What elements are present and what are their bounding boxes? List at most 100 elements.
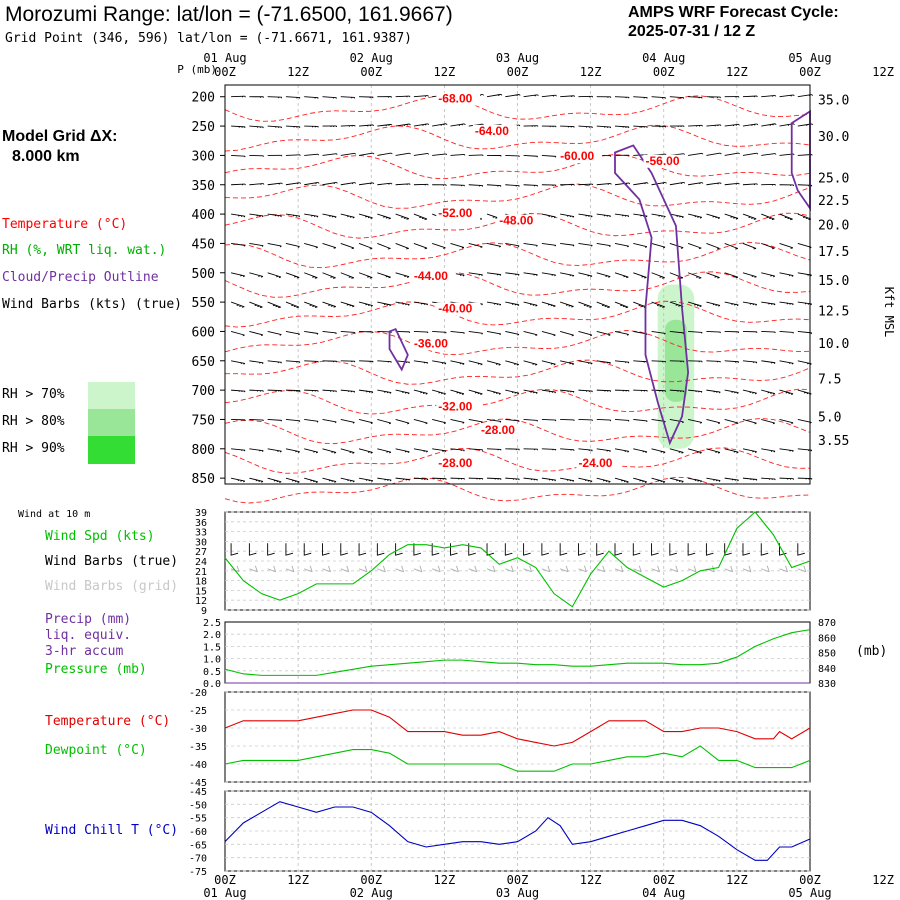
wind-barb <box>560 331 574 337</box>
wind-barb <box>523 448 539 451</box>
wind-barb <box>231 242 246 247</box>
wind-barb-grid <box>742 565 752 573</box>
wind-barb-grid <box>322 565 331 573</box>
wind-barb <box>231 95 246 98</box>
wind-barb <box>596 331 611 337</box>
wind-barb <box>779 94 795 98</box>
wind-barb <box>285 301 300 309</box>
wind-barb <box>249 360 264 365</box>
isotherm-line <box>224 271 811 298</box>
wind-barb-true <box>577 543 586 556</box>
wind-barb <box>340 272 355 279</box>
wind-barb <box>359 96 374 99</box>
wind-barb <box>614 331 629 336</box>
wind-barb <box>688 213 702 219</box>
wind-barb <box>706 448 721 454</box>
wind-barb <box>633 477 647 484</box>
wind-barb-grid <box>669 565 679 573</box>
wind-barb <box>614 154 630 157</box>
model-grid-label: Model Grid ΔX: <box>2 128 118 145</box>
wind-barb <box>761 360 776 365</box>
wind-barb <box>304 301 318 308</box>
wind-speed-label: Wind Spd (kts) <box>45 529 155 544</box>
wind-barb <box>377 213 391 220</box>
svg-text:-52.00: -52.00 <box>438 206 472 220</box>
svg-text:-48.00: -48.00 <box>499 214 533 228</box>
wind-chill-y-tick-label: -75 <box>189 867 207 878</box>
wind-barb <box>541 94 557 98</box>
wind-barb <box>614 419 630 422</box>
wind-barb <box>742 183 758 186</box>
wind-barb <box>231 125 246 129</box>
wind-barb <box>230 331 245 337</box>
wind-barb <box>230 272 245 278</box>
legend-cloud: Cloud/Precip Outline <box>2 270 159 285</box>
wind-barb <box>651 242 666 249</box>
wind-barb <box>322 96 337 99</box>
wind-barb-true <box>431 543 440 556</box>
wind-barb <box>669 125 685 128</box>
wind-barb <box>669 419 684 424</box>
wind-barb <box>596 419 612 422</box>
wind-chill-y-tick-label: -45 <box>189 787 207 798</box>
wind-barb <box>596 213 611 218</box>
wind-barb <box>706 419 721 425</box>
height-tick-label: 22.5 <box>818 194 849 209</box>
height-tick-label: 5.0 <box>818 411 841 426</box>
legend-rh: RH (%, WRT liq. wat.) <box>2 243 167 258</box>
svg-text:-60.00: -60.00 <box>560 149 594 163</box>
wind-barb <box>358 272 373 279</box>
wind-y-tick-label: 36 <box>195 518 207 529</box>
wind-barb <box>523 242 538 247</box>
wind-barb <box>687 243 702 250</box>
wind-barb <box>541 125 557 128</box>
wind-barb <box>267 419 283 422</box>
wind-barb <box>322 125 338 128</box>
precip-liq-label: liq. equiv. <box>45 628 132 643</box>
wind-barb <box>797 301 813 306</box>
wind-barb <box>614 213 630 218</box>
wind-barb <box>779 448 794 452</box>
wind-barb <box>340 448 355 454</box>
wind-barb <box>669 360 685 363</box>
top-hour-label: 12Z <box>580 65 602 79</box>
wind-barb <box>669 448 684 454</box>
wind-barb <box>578 477 593 483</box>
wind-barb <box>450 419 465 424</box>
wind-y-tick-label: 21 <box>195 567 207 578</box>
wind-barb <box>706 243 720 250</box>
bottom-date-label: 02 Aug <box>350 886 393 900</box>
height-tick-label: 17.5 <box>818 245 849 260</box>
pressure-axis-label: P (mb) <box>177 63 217 76</box>
wind-barb <box>541 242 557 247</box>
wind-barb <box>377 182 393 186</box>
wind-barb <box>523 331 538 337</box>
wind-barb <box>505 272 520 276</box>
bottom-date-label: 03 Aug <box>496 886 539 900</box>
wind-barb <box>413 153 430 156</box>
wind-barb <box>706 213 721 220</box>
wind-barb <box>560 448 575 451</box>
wind-barb <box>596 448 611 453</box>
wind-barbs-true-label: Wind Barbs (true) <box>45 554 179 569</box>
wind-barb <box>651 330 666 335</box>
wind-barb <box>432 184 447 186</box>
wind-barb <box>285 389 301 392</box>
wind-barb <box>231 183 246 186</box>
wind-barb <box>724 123 740 127</box>
wind-barb <box>761 153 777 156</box>
wind-barb-true <box>559 543 568 556</box>
wind-barb <box>468 360 483 366</box>
wind-barb <box>468 242 483 249</box>
wind-barb <box>633 389 648 392</box>
wind-barb <box>706 360 721 363</box>
wind-barb <box>523 360 538 366</box>
wind-barb <box>267 213 282 218</box>
wind-barb <box>377 96 392 98</box>
wind-barb-grid <box>523 565 533 573</box>
wind-barb <box>322 477 337 483</box>
top-hour-label: 00Z <box>799 65 821 79</box>
wind-barb <box>249 477 264 483</box>
wind-y-tick-label: 33 <box>195 528 207 539</box>
precip-label: Precip (mm) <box>45 612 132 627</box>
